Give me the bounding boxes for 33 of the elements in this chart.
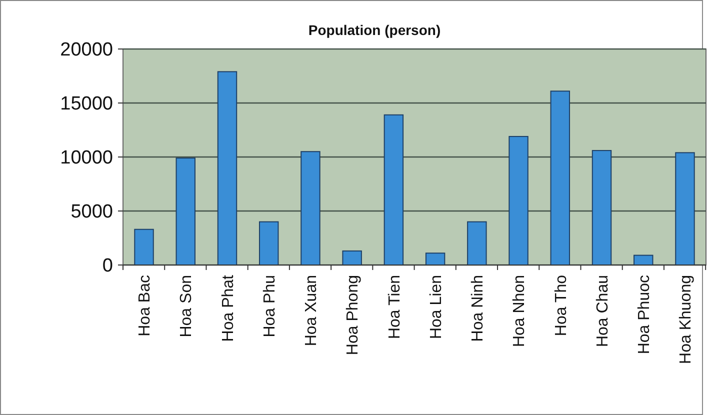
bar — [508, 136, 528, 266]
x-tick-label: Hoa Chau — [594, 275, 612, 348]
y-tick-label: 20000 — [60, 40, 113, 61]
x-tick-label: Hoa Ninh — [470, 275, 487, 342]
bar — [467, 221, 487, 266]
bar — [384, 114, 404, 266]
x-tick-label: Hoa Son — [178, 275, 196, 338]
x-tick-label: Hoa Bac — [136, 275, 154, 336]
bar — [592, 150, 612, 266]
x-tick-label: Hoa Tien — [386, 275, 404, 340]
x-tick-label: Hoa Nhon — [511, 275, 528, 348]
bar — [217, 71, 238, 266]
x-tick-label: Hoa Tho — [552, 274, 570, 336]
bar — [258, 221, 279, 266]
x-tick-label: Hoa Phong — [344, 275, 362, 356]
bar — [176, 158, 196, 266]
x-tick-label: Hoa Phat — [220, 274, 237, 342]
bar — [300, 151, 320, 266]
x-tick-label: Hoa Xuan — [303, 275, 320, 346]
bar — [134, 228, 154, 266]
x-tick-label: Hoa Lien — [428, 275, 445, 340]
x-tick-label: Hoa Phu — [261, 275, 278, 338]
x-tick-label: Hoa Phuoc — [636, 275, 653, 354]
y-tick-label: 0 — [102, 256, 113, 277]
chart-title: Population (person) — [308, 22, 441, 38]
y-tick-label: 10000 — [60, 148, 113, 169]
y-tick-label: 15000 — [60, 94, 113, 115]
bar — [550, 90, 570, 266]
bar — [342, 250, 362, 266]
bar — [425, 252, 446, 266]
y-tick-label: 5000 — [70, 202, 113, 223]
bar — [675, 152, 695, 266]
x-tick-label: Hoa Khuong — [678, 275, 695, 364]
